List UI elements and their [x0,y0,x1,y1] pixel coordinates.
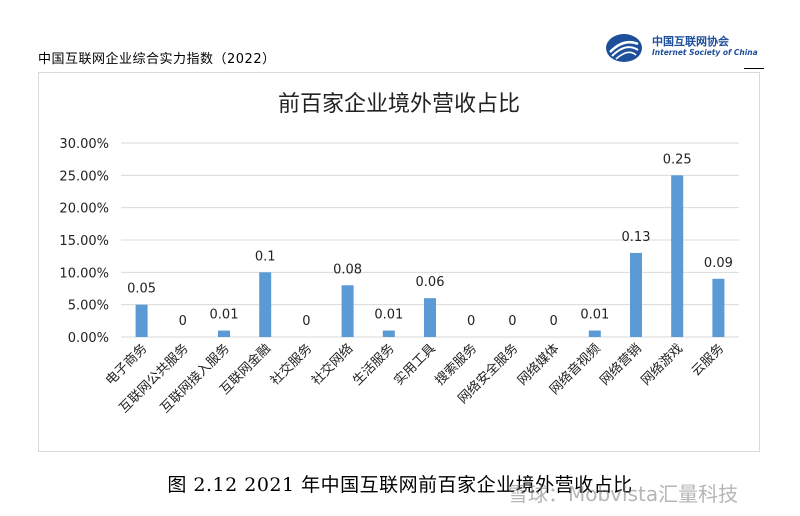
x-tick-label: 社交网络 [308,341,356,389]
globe-logo-icon [606,34,642,62]
bar [712,278,725,337]
data-label: 0.08 [333,262,362,277]
bar [259,272,272,337]
data-label: 0 [179,314,187,329]
data-label: 0 [467,314,475,329]
data-label: 0.05 [127,282,156,297]
bar [630,252,642,337]
data-label: 0.01 [580,308,609,323]
header-rule [744,68,764,69]
watermark: 雪球：Mobvista汇量科技 [508,482,739,506]
data-label: 0.06 [416,275,445,290]
bar-chart: 前百家企业境外营收占比 0.00% 5.00% 10.00% 15.00% 20.00% 2… [59,92,739,417]
x-tick-label: 云服务 [688,341,727,380]
data-label: 0.1 [255,249,276,264]
data-label: 0.25 [663,152,692,167]
data-label: 0.01 [210,308,239,323]
bar [424,298,436,337]
data-label: 0 [549,314,557,329]
x-tick-label: 社交服务 [267,341,315,389]
data-label: 0 [302,314,310,329]
x-tick-label: 实用工具 [391,341,438,388]
bar [588,330,601,337]
bar [135,304,148,337]
bar [218,330,230,337]
data-label: 0.13 [622,230,651,245]
bar [671,175,684,337]
chart-title: 前百家企业境外营收占比 [278,92,520,117]
logo-text-en: Internet Society of China [652,48,758,57]
x-tick-label: 网络游戏 [638,341,686,389]
x-tick-label: 互联网接入服务 [157,341,233,417]
isc-logo: 中国互联网协会 Internet Society of China [602,30,772,66]
bar [382,330,395,337]
y-tick-label: 25.00% [59,169,109,184]
data-label: 0.01 [374,308,403,323]
bar [341,285,354,337]
x-tick-label: 互联网公共服务 [116,341,192,417]
figure-caption: 图 2.12 2021 年中国互联网前百家企业境外营收占比 [167,474,633,496]
x-tick-label: 生活服务 [350,341,398,389]
y-tick-label: 20.00% [59,202,109,217]
logo-text-cn: 中国互联网协会 [652,35,729,48]
x-tick-label: 网络营销 [597,341,645,389]
data-label: 0.09 [704,256,733,271]
y-tick-label: 0.00% [68,331,109,346]
chart-container: 前百家企业境外营收占比 0.00% 5.00% 10.00% 15.00% 20.00% 2… [38,72,760,452]
y-tick-label: 30.00% [59,137,109,152]
y-tick-label: 15.00% [59,234,109,249]
y-tick-label: 5.00% [68,299,109,314]
report-title: 中国互联网企业综合实力指数（2022） [38,52,276,67]
data-label: 0 [508,314,516,329]
y-tick-label: 10.00% [59,266,109,281]
